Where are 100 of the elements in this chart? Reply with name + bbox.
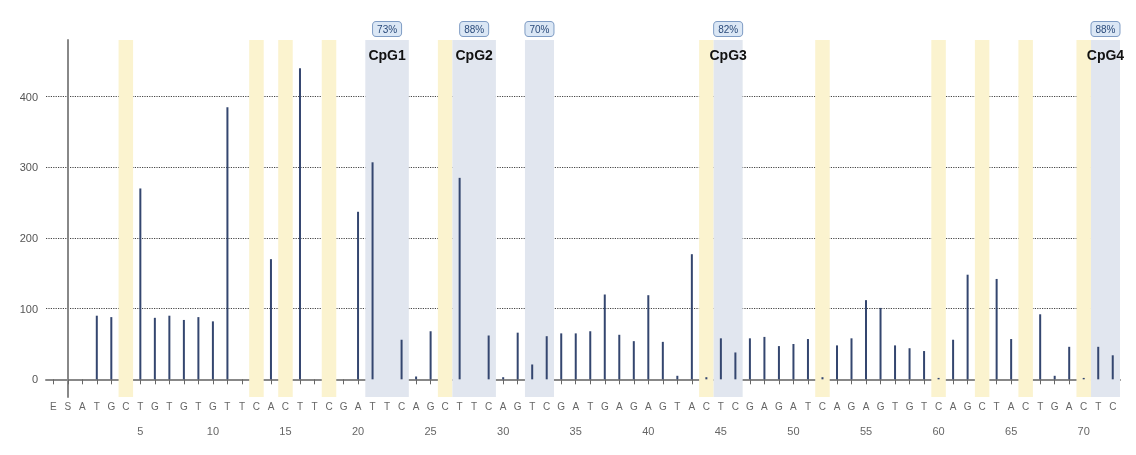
x-tick-label: G	[107, 400, 116, 412]
x-tick-label: T	[993, 400, 1000, 412]
bar	[705, 377, 708, 380]
bar	[632, 341, 635, 380]
x-tick-label: A	[1065, 400, 1073, 412]
x-tick-label: C	[485, 400, 493, 412]
x-tick-label: E	[49, 400, 57, 412]
x-tick-label: C	[1080, 400, 1088, 412]
x2-tick-label: 65	[1005, 424, 1018, 437]
bar	[371, 162, 374, 380]
x-tick-label: A	[572, 400, 580, 412]
bar	[777, 346, 780, 380]
x-tick-label: C	[731, 400, 740, 412]
bar	[298, 68, 301, 380]
x-tick-label: C	[1109, 400, 1117, 412]
bar	[226, 107, 229, 380]
x-tick-label: A	[833, 400, 841, 412]
y-tick-label: 200	[19, 231, 38, 244]
x2-tick-label: 5	[137, 424, 144, 437]
y-tick-label: 100	[19, 302, 38, 315]
bar	[763, 336, 766, 380]
x-tick-label: T	[674, 400, 681, 412]
x-tick-label: A	[644, 400, 652, 412]
x-tick-label: A	[354, 400, 362, 412]
text: 88% CpG2	[455, 23, 493, 63]
x-tick-label: G	[658, 400, 667, 412]
x-tick-label: C	[252, 400, 261, 412]
x2-tick-label: 70	[1077, 424, 1090, 437]
bar	[995, 278, 998, 380]
x-tick-label: C	[978, 400, 986, 412]
x-tick-label: T	[1095, 400, 1102, 412]
x-tick-label: S	[64, 400, 72, 412]
bar	[516, 332, 519, 380]
x-tick-label: G	[513, 400, 522, 412]
bar	[821, 377, 824, 380]
x2-tick-label: 50	[787, 424, 800, 437]
x-tick-label: A	[862, 400, 870, 412]
bar	[1068, 346, 1071, 380]
x-tick-label: A	[78, 400, 86, 412]
x-tick-label: C	[122, 400, 130, 412]
bar	[458, 177, 461, 380]
x-tick-label: C	[441, 400, 449, 412]
x-tick-label: G	[775, 400, 784, 412]
bar	[182, 319, 185, 380]
bar	[603, 294, 606, 380]
x-tick-label: C	[543, 400, 551, 412]
x-tick-label: T	[456, 400, 463, 412]
x-tick-label: C	[281, 400, 290, 412]
bar	[908, 348, 911, 380]
x-tick-label: G	[339, 400, 348, 412]
bar	[966, 274, 969, 380]
bar	[806, 339, 809, 380]
bar	[690, 254, 693, 380]
bar	[197, 317, 200, 380]
bar	[139, 188, 142, 380]
x-tick-label: T	[529, 400, 536, 412]
x-tick-label: A	[949, 400, 957, 412]
bar	[589, 331, 592, 380]
bar	[850, 338, 853, 380]
bar	[95, 315, 98, 380]
x-tick-label: G	[179, 400, 188, 412]
x-tick-label: C	[397, 400, 406, 412]
x-tick-label: C	[702, 400, 710, 412]
x-tick-label: A	[267, 400, 275, 412]
x2-tick-label: 10	[206, 424, 220, 437]
bar	[429, 331, 432, 380]
bar	[748, 338, 751, 380]
y-tick-label: 400	[19, 90, 38, 103]
x-tick-label: T	[296, 400, 304, 412]
bar	[502, 377, 505, 380]
bar	[952, 339, 955, 380]
x-tick-label: G	[746, 400, 755, 412]
bar	[560, 333, 563, 380]
x-tick-label: G	[963, 400, 972, 412]
x-tick-label: A	[1007, 400, 1015, 412]
x-tick-label: G	[426, 400, 435, 412]
x-tick-label: T	[717, 400, 724, 412]
x-tick-label: C	[934, 400, 943, 412]
x-tick-label: T	[587, 400, 594, 412]
bar	[734, 352, 737, 380]
bar	[865, 300, 868, 380]
x-tick-label: G	[1050, 400, 1059, 412]
bar	[531, 364, 534, 380]
x-tick-label: T	[93, 400, 100, 412]
y-tick-label: 300	[19, 161, 38, 174]
bar	[1010, 339, 1013, 380]
x-tick-label: T	[224, 400, 231, 412]
bar	[1039, 314, 1042, 380]
x-tick-label: A	[615, 400, 623, 412]
x-tick-label: C	[818, 400, 827, 412]
x-tick-label: G	[209, 400, 218, 412]
bar	[879, 307, 882, 380]
bar	[719, 338, 722, 380]
x2-tick-label: 40	[642, 424, 655, 437]
bar	[545, 336, 548, 380]
bar	[269, 259, 272, 380]
bar	[661, 341, 664, 380]
x2-tick-label: 35	[569, 424, 582, 437]
x-tick-label: G	[150, 400, 159, 412]
bar	[1111, 355, 1114, 380]
